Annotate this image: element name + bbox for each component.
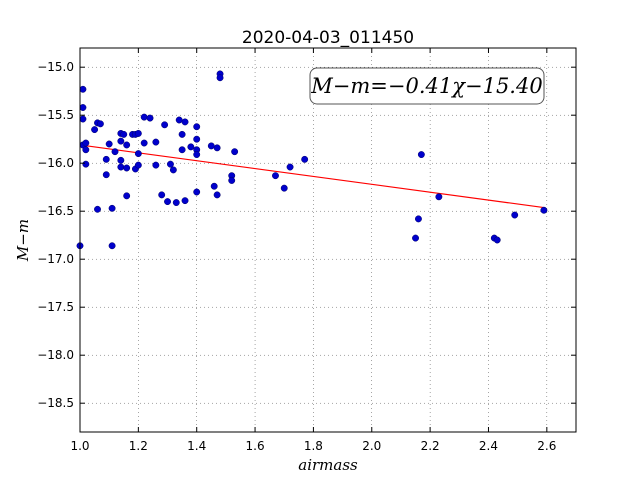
x-axis-label: airmass xyxy=(298,456,358,474)
scatter-point xyxy=(193,151,201,159)
annotation-box xyxy=(309,67,545,105)
scatter-point xyxy=(286,163,294,171)
scatter-point xyxy=(280,184,288,192)
x-tick-label: 2.4 xyxy=(479,439,498,453)
scatter-point xyxy=(272,172,279,180)
y-tick-label: −17.0 xyxy=(37,252,74,266)
points-layer xyxy=(76,70,548,250)
scatter-point xyxy=(213,191,221,199)
scatter-point xyxy=(193,135,201,143)
scatter-point xyxy=(158,191,166,199)
scatter-point xyxy=(123,141,131,149)
scatter-point xyxy=(105,140,113,148)
chart-title: 2020-04-03_011450 xyxy=(242,28,414,48)
scatter-point xyxy=(540,206,548,214)
scatter-point xyxy=(166,160,174,168)
scatter-point xyxy=(123,164,131,172)
scatter-point xyxy=(231,148,239,156)
scatter-point xyxy=(178,130,186,138)
scatter-point xyxy=(111,148,119,156)
x-tick-label: 1.0 xyxy=(70,439,89,453)
scatter-point xyxy=(120,130,128,138)
scatter-point xyxy=(134,129,142,137)
y-tick-label: −16.0 xyxy=(37,156,74,170)
fit-line xyxy=(79,144,544,209)
scatter-point xyxy=(117,137,125,145)
scatter-point xyxy=(79,115,87,123)
y-tick-label: −18.5 xyxy=(37,396,74,410)
scatter-point xyxy=(417,151,425,159)
x-tick-label: 2.6 xyxy=(537,439,556,453)
x-tick-label: 2.0 xyxy=(362,439,381,453)
scatter-point xyxy=(181,118,189,126)
scatter-point xyxy=(216,74,224,82)
scatter-point xyxy=(172,199,180,207)
scatter-point xyxy=(134,150,142,158)
x-tick-label: 1.4 xyxy=(187,439,206,453)
scatter-point xyxy=(123,192,131,200)
scatter-point xyxy=(228,177,236,184)
ticks-layer: 1.0 1.2 1.4 1.6 1.8 2.0 2.2 2.4 2.6 −15.0 −15.5 −16… xyxy=(37,48,576,453)
scatter-point xyxy=(102,155,110,163)
fit-annotation: M−m=−0.41χ−15.40 xyxy=(309,67,545,105)
scatter-point xyxy=(187,143,195,151)
scatter-point xyxy=(164,198,171,206)
scatter-point xyxy=(435,193,443,201)
scatter-point xyxy=(134,161,142,169)
scatter-point xyxy=(140,139,148,147)
scatter-point xyxy=(94,205,101,213)
scatter-point xyxy=(152,138,160,146)
y-axis-label: M−m xyxy=(14,219,32,262)
scatter-point xyxy=(175,116,183,124)
scatter-point xyxy=(79,85,87,93)
x-tick-label: 1.6 xyxy=(246,439,265,453)
scatter-point xyxy=(412,234,419,242)
scatter-point xyxy=(146,114,154,122)
scatter-point xyxy=(82,146,90,154)
x-tick-label: 1.2 xyxy=(129,439,148,453)
scatter-point xyxy=(140,113,148,121)
y-tick-label: −15.5 xyxy=(37,108,74,122)
scatter-point xyxy=(207,142,215,150)
scatter-point xyxy=(117,156,125,164)
scatter-point xyxy=(181,197,189,205)
scatter-point xyxy=(96,120,104,128)
scatter-point xyxy=(169,166,177,174)
y-tick-label: −17.5 xyxy=(37,300,74,314)
x-tick-label: 1.8 xyxy=(304,439,323,453)
scatter-point xyxy=(193,123,201,131)
y-tick-label: −15.0 xyxy=(37,60,74,74)
fit-equation: M−m=−0.41χ−15.40 xyxy=(310,74,542,98)
scatter-point xyxy=(213,144,221,152)
scatter-point xyxy=(493,236,501,244)
scatter-point xyxy=(82,139,90,147)
scatter-point xyxy=(414,215,422,223)
scatter-point xyxy=(511,211,519,219)
scatter-point xyxy=(152,161,160,169)
x-tick-label: 2.2 xyxy=(421,439,440,453)
scatter-point xyxy=(91,126,99,134)
scatter-point xyxy=(108,242,116,250)
scatter-point xyxy=(161,121,169,129)
scatter-point xyxy=(210,182,218,190)
y-tick-label: −18.0 xyxy=(37,348,74,362)
fit-layer xyxy=(79,144,544,209)
y-tick-label: −16.5 xyxy=(37,204,74,218)
scatter-point xyxy=(108,204,116,212)
scatter-point xyxy=(178,146,186,154)
scatter-point xyxy=(117,163,125,171)
grid-layer xyxy=(79,48,576,432)
plot-frame xyxy=(79,47,577,433)
scatter-point xyxy=(102,171,110,179)
scatter-point xyxy=(301,155,309,163)
scatter-point xyxy=(82,160,90,168)
scatter-point xyxy=(193,188,201,196)
scatter-point xyxy=(79,104,87,111)
